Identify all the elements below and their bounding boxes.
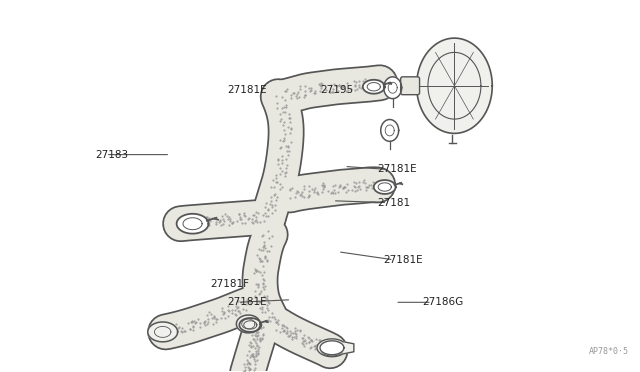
Text: AP78*0·5: AP78*0·5 <box>589 347 628 356</box>
Text: 27181E: 27181E <box>378 164 417 174</box>
Polygon shape <box>321 342 343 356</box>
Polygon shape <box>239 318 261 332</box>
Text: 27183: 27183 <box>96 150 129 160</box>
Text: 27181E: 27181E <box>384 255 423 265</box>
Polygon shape <box>236 315 260 333</box>
Polygon shape <box>384 77 402 99</box>
Polygon shape <box>363 80 385 94</box>
Polygon shape <box>374 180 396 194</box>
Polygon shape <box>317 339 347 357</box>
Polygon shape <box>344 342 354 354</box>
Text: 27181E: 27181E <box>228 297 268 307</box>
Polygon shape <box>148 322 178 342</box>
Text: 27186G: 27186G <box>422 297 463 307</box>
Polygon shape <box>320 341 344 355</box>
Polygon shape <box>417 38 492 134</box>
FancyBboxPatch shape <box>401 77 420 95</box>
Text: 27181E: 27181E <box>228 85 268 95</box>
Text: 27195: 27195 <box>320 85 353 95</box>
Polygon shape <box>381 119 399 141</box>
Text: 27181F: 27181F <box>211 279 250 289</box>
Text: 27181: 27181 <box>378 198 410 208</box>
Polygon shape <box>177 214 209 234</box>
